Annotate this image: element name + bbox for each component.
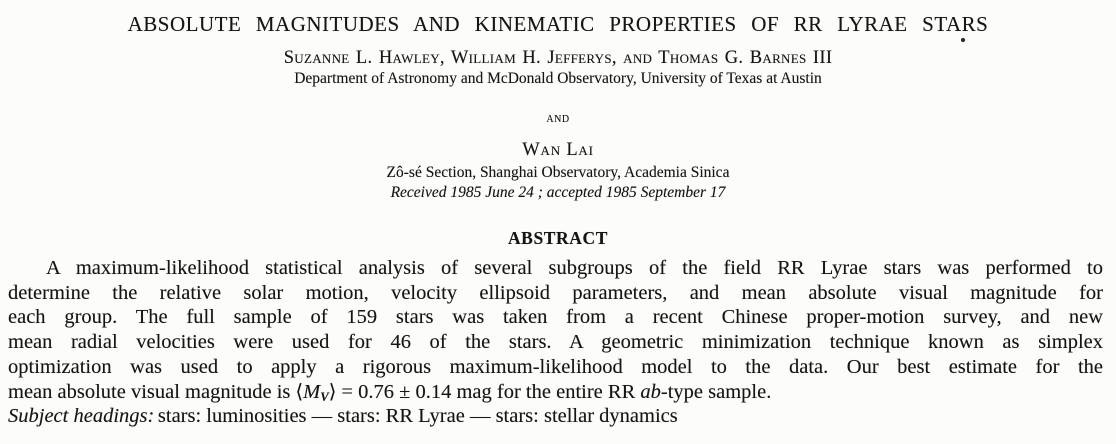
paper-title: ABSOLUTE MAGNITUDES AND KINEMATIC PROPER…: [127, 12, 989, 36]
authors-line: Suzanne L. Hawley, William H. Jefferys, …: [283, 48, 833, 68]
second-author-affiliation: Zô-sé Section, Shanghai Observatory, Aca…: [386, 164, 730, 181]
abstract-line-6: mean absolute visual magnitude is ⟨MV⟩ =…: [8, 380, 1103, 405]
abstract-last-line-prefix: mean absolute visual magnitude is: [8, 380, 296, 403]
abstract-body: A maximum-likelihood statistical analysi…: [8, 256, 1103, 429]
abstract-line-1: A maximum-likelihood statistical analysi…: [46, 257, 1103, 279]
second-author-name: Wan Lai: [522, 140, 594, 160]
close-angle-bracket: ⟩: [328, 379, 337, 403]
and-connector: and: [546, 110, 570, 126]
abstract-line-4: mean radial velocities were used for 46 …: [8, 331, 1103, 354]
scan-ink-dot-artifact: [961, 38, 965, 42]
magnitude-subscript: V: [320, 389, 329, 404]
abstract-last-line-suffix: -type sample.: [660, 380, 772, 403]
abstract-heading: ABSTRACT: [507, 228, 609, 248]
abstract-line-3: each group. The full sample of 159 stars…: [8, 306, 1103, 329]
abstract-line-5: optimization was used to apply a rigorou…: [8, 355, 1103, 378]
rr-type-italic: ab: [640, 380, 661, 403]
magnitude-value-text: = 0.76 ± 0.14 mag for the entire RR: [336, 380, 641, 403]
authors-affiliation: Department of Astronomy and McDonald Obs…: [294, 70, 822, 87]
subject-headings-line: Subject headings: stars: luminosities — s…: [8, 404, 1103, 429]
abstract-line-2: determine the relative solar motion, vel…: [8, 281, 1103, 304]
subject-headings-label: Subject headings:: [8, 405, 155, 428]
subject-headings-text: stars: luminosities — stars: RR Lyrae — …: [157, 405, 678, 428]
received-accepted-line: Received 1985 June 24 ; accepted 1985 Se…: [390, 184, 726, 201]
open-angle-bracket: ⟨: [295, 379, 304, 403]
magnitude-symbol: M: [303, 380, 321, 403]
